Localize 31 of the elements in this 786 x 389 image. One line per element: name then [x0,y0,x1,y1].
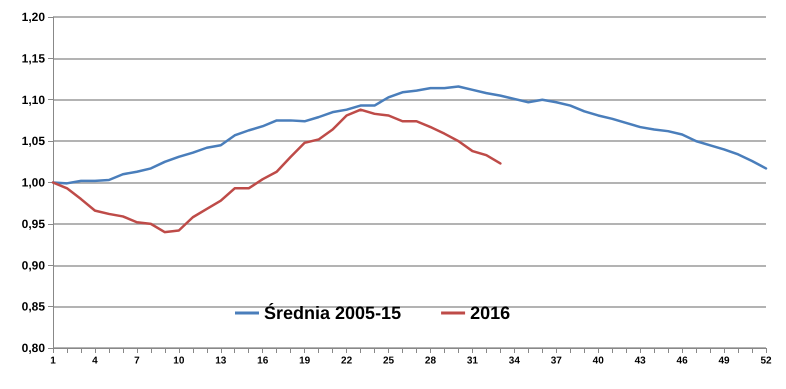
y-tick-label: 0,80 [22,341,46,355]
x-tick-label: 31 [466,356,478,366]
x-tick-label: 4 [92,356,98,366]
x-tick-label: 40 [592,356,604,366]
y-tick-label: 1,10 [22,92,46,107]
x-tick-label: 37 [550,356,562,366]
x-tick-label: 19 [299,356,311,366]
y-tick-label: 0,95 [22,216,46,231]
x-tick-label: 10 [173,356,185,366]
x-tick-label: 16 [257,356,269,366]
x-tick-label: 52 [760,356,772,366]
x-tick-label: 49 [718,356,730,366]
x-tick-label: 34 [508,356,520,366]
x-tick-label: 7 [134,356,140,366]
y-tick-label: 0,90 [22,258,46,272]
x-tick-label: 25 [382,356,395,366]
line-series [52,108,502,234]
x-tick-label: 28 [424,356,436,366]
x-tick-label: 46 [676,356,688,366]
y-tick-label: 1,00 [22,176,46,190]
line-series [52,85,768,185]
y-tick-label: 1,15 [22,51,46,66]
legend-label: Średnia 2005-15 [264,303,402,323]
y-tick-label: 0,85 [22,300,46,314]
legend-label: 2016 [470,303,510,323]
x-tick-label: 13 [215,356,227,366]
x-tick-label: 1 [50,356,56,366]
y-tick-label: 1,20 [22,10,46,24]
x-tick-label: 43 [634,356,646,366]
x-tick-label: 22 [341,356,353,366]
y-tick-label: 1,05 [22,134,46,148]
